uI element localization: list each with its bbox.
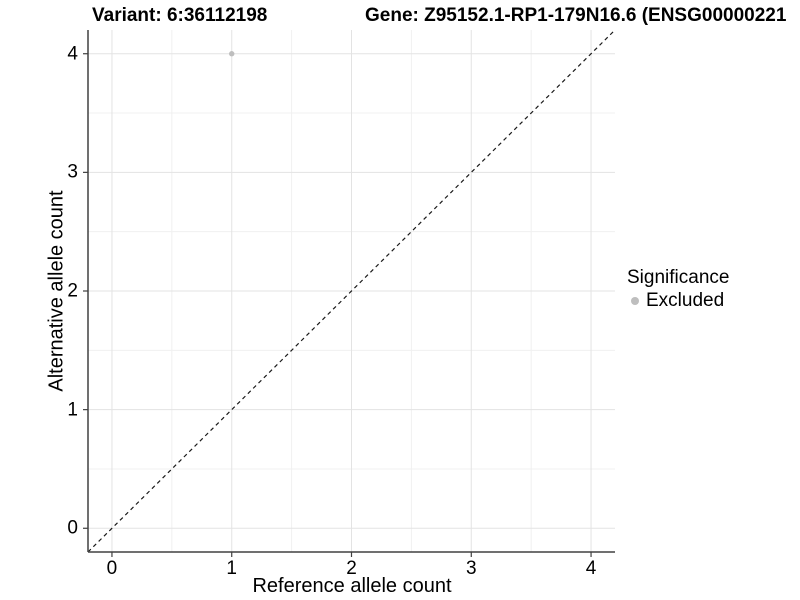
y-tick-label: 3: [67, 161, 78, 183]
y-tick-label: 2: [67, 280, 78, 302]
legend-items: Excluded: [627, 290, 729, 312]
legend-marker-icon: [631, 297, 639, 305]
y-tick-label: 1: [67, 399, 78, 421]
data-point: [229, 51, 235, 57]
legend-title: Significance: [627, 267, 730, 288]
x-axis-title: Reference allele count: [252, 575, 452, 597]
legend: Significance Excluded: [627, 267, 729, 312]
gene-title: Gene: Z95152.1-RP1-179N16.6 (ENSG0000022…: [365, 5, 787, 26]
y-tick-label: 4: [67, 43, 78, 65]
x-tick-label: 4: [585, 558, 597, 579]
legend-item: Excluded: [627, 290, 729, 312]
x-tick-label: 1: [226, 558, 238, 579]
variant-title: Variant: 6:36112198: [92, 5, 268, 26]
x-tick-label: 3: [465, 558, 477, 579]
x-tick-label: 2: [346, 558, 357, 579]
y-tick-label: 0: [67, 517, 78, 539]
legend-item-label: Excluded: [646, 290, 725, 311]
x-tick-label: 0: [106, 558, 118, 579]
identity-line: [87, 29, 616, 553]
